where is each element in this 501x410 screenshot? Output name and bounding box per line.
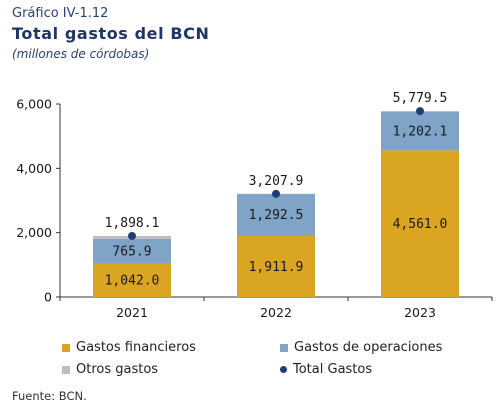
bar-segment [93,238,171,264]
legend-label-total-gastos: Total Gastos [293,362,373,377]
bar-segment [381,111,459,151]
chart-subtitle: (millones de córdobas) [12,47,150,61]
data-label: 1,292.5 [249,208,304,223]
legend-label-gastos-operaciones: Gastos de operaciones [294,340,443,355]
y-tick-label: 4,000 [16,161,52,176]
x-tick-label: 2021 [116,305,148,320]
legend-item-total-gastos: Total Gastos [280,362,372,377]
data-label: 765.9 [112,245,151,260]
bar-segment [237,193,315,236]
total-label: 5,779.5 [393,91,448,106]
legend-item-gastos-operaciones: Gastos de operaciones [280,340,442,355]
bar-segment [381,150,459,297]
total-marker [272,189,280,198]
total-marker [128,231,136,240]
legend-label-otros-gastos: Otros gastos [76,362,159,377]
bar-segment [237,235,315,297]
chart-kicker: Gráfico IV-1.12 [12,6,109,21]
chart-title: Total gastos del BCN [12,24,210,43]
legend-swatch-gastos-operaciones [280,343,288,352]
data-label: 4,561.0 [393,217,448,232]
stacked-bar-chart: 0 2,000 4,000 6,000 1,042.0 765.9 2021 1,898.1 1… [16,91,493,320]
legend-marker-total-gastos [280,366,287,373]
legend-item-otros-gastos: Otros gastos [62,362,158,377]
x-tick-label: 2022 [260,305,292,320]
y-tick-label: 6,000 [16,97,52,112]
total-label: 3,207.9 [249,174,304,189]
legend-swatch-otros-gastos [62,365,70,374]
x-tick-label: 2023 [404,305,436,320]
chart-source: Fuente: BCN. [12,389,87,403]
total-marker [416,107,424,116]
y-tick-label: 2,000 [16,225,52,240]
legend-label-gastos-financieros: Gastos financieros [76,340,196,355]
total-label: 1,898.1 [105,216,160,231]
chart-header: Gráfico IV-1.12 Total gastos del BCN (mi… [12,6,209,61]
data-label: 1,042.0 [105,274,160,289]
data-label: 1,911.9 [249,260,304,275]
legend-swatch-gastos-financieros [62,343,70,352]
bar-segment [93,263,171,297]
y-tick-label: 0 [44,290,52,305]
data-label: 1,202.1 [393,124,448,139]
legend-item-gastos-financieros: Gastos financieros [62,340,196,355]
